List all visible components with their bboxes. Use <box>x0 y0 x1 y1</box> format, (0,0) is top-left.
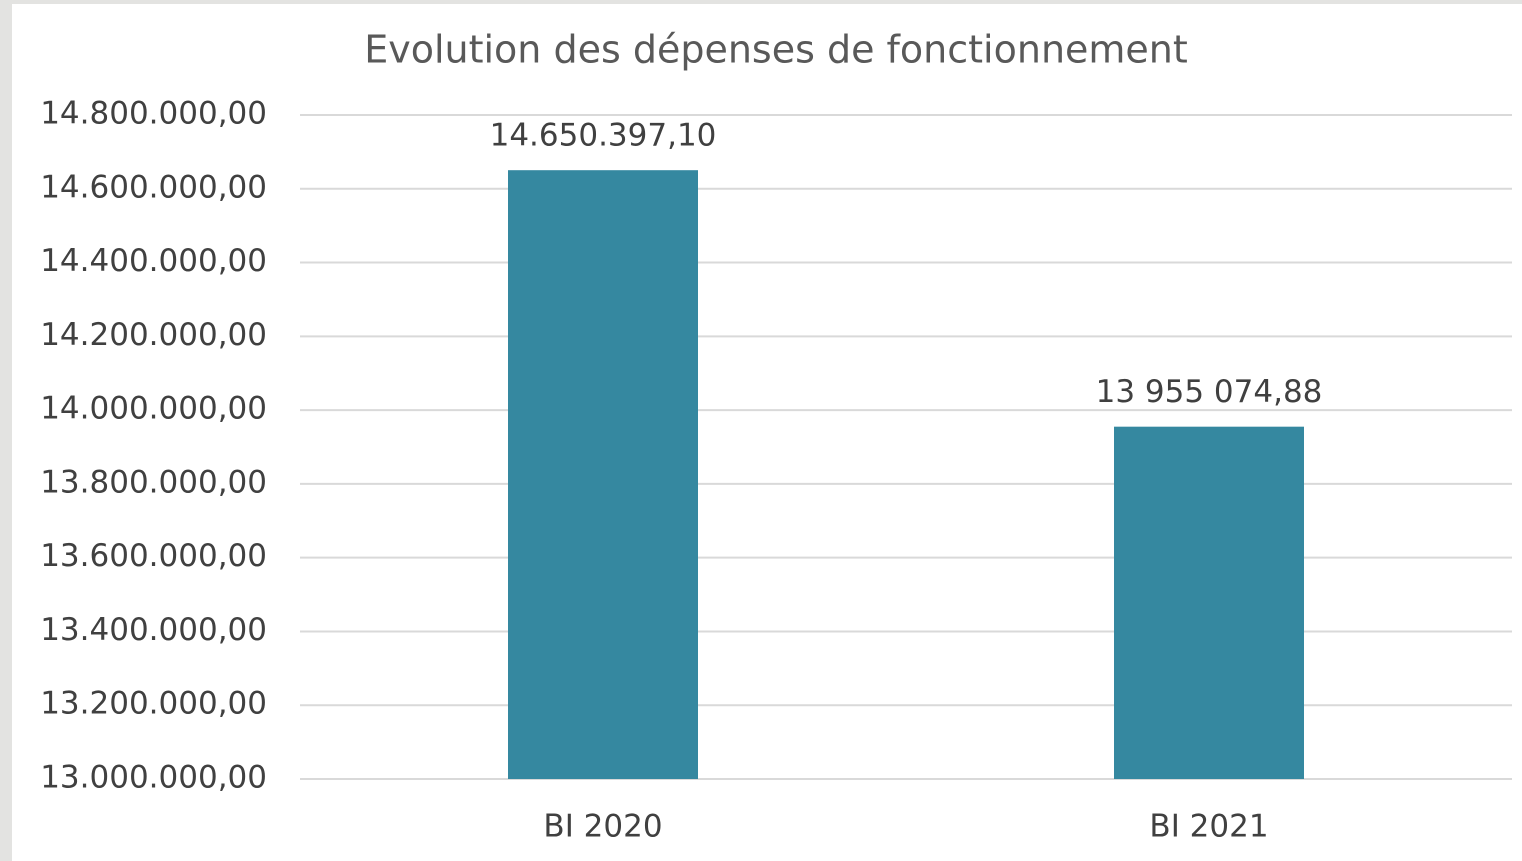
y-tick-label: 13.000.000,00 <box>40 760 267 796</box>
x-tick-label: BI 2020 <box>543 809 662 845</box>
data-label: 14.650.397,10 <box>490 118 717 154</box>
y-tick-label: 13.600.000,00 <box>40 538 267 574</box>
chart-title: Evolution des dépenses de fonctionnement <box>364 28 1188 72</box>
y-tick-label: 14.400.000,00 <box>40 243 267 279</box>
y-tick-label: 13.800.000,00 <box>40 464 267 500</box>
bar <box>508 170 698 780</box>
x-tick-label: BI 2021 <box>1149 809 1268 845</box>
y-tick-label: 14.000.000,00 <box>40 391 267 427</box>
data-label: 13 955 074,88 <box>1096 374 1323 410</box>
y-tick-label: 14.800.000,00 <box>40 96 267 132</box>
y-tick-label: 13.400.000,00 <box>40 612 267 648</box>
y-tick-label: 13.200.000,00 <box>40 686 267 722</box>
y-tick-label: 14.200.000,00 <box>40 317 267 353</box>
bar <box>1114 426 1304 779</box>
y-tick-label: 14.600.000,00 <box>40 169 267 205</box>
